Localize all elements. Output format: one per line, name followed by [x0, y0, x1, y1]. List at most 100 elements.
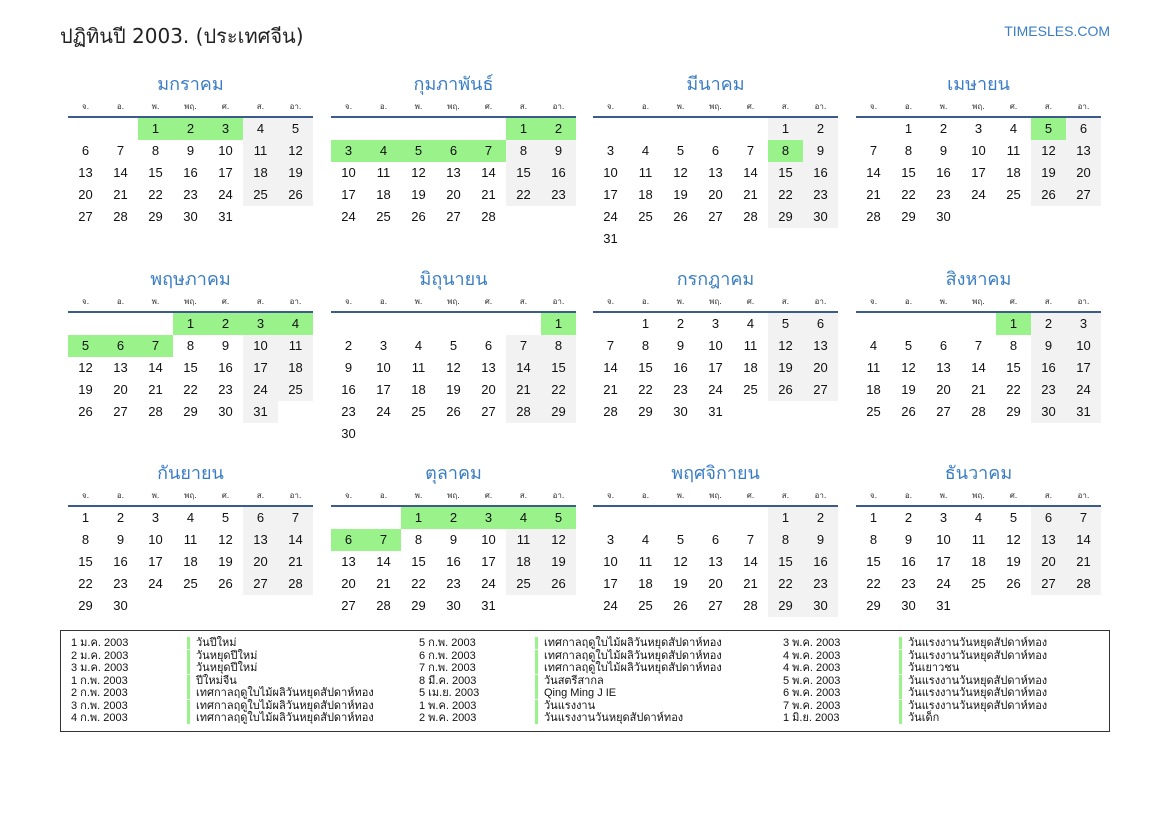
day-cell: 21 [743, 576, 758, 591]
day-cell: 26 [1031, 184, 1066, 206]
empty-cell [961, 313, 996, 335]
holiday-day-cell: 6 [103, 335, 138, 357]
day-cell: 28 [113, 209, 128, 224]
day-cell: 7 [506, 335, 541, 357]
day-cell: 1 [904, 121, 913, 136]
day-cell: 27 [113, 404, 128, 419]
day-cell: 2 [676, 316, 685, 331]
day-cell: 27 [708, 209, 723, 224]
day-cell: 9 [541, 140, 576, 162]
day-cell: 15 [768, 162, 803, 184]
day-cell: 11 [1006, 143, 1021, 158]
day-cell: 31 [936, 598, 951, 613]
day-cell: 19 [411, 187, 426, 202]
day-cell: 5 [221, 510, 230, 525]
day-cell: 30 [218, 404, 233, 419]
empty-cell [68, 118, 103, 140]
day-cell: 24 [603, 598, 618, 613]
weekday-label: พ. [414, 297, 423, 306]
weekday-label: จ. [81, 297, 90, 306]
holiday-date: 4 พ.ค. 2003 [783, 649, 841, 662]
holiday-legend: 1 ม.ค. 2003 วันปีใหม่ 2 ม.ค. 2003 วันหยุดปี… [60, 630, 1110, 732]
day-cell: 5 [1009, 510, 1018, 525]
day-cell: 2 [904, 510, 913, 525]
legend-row: 3 พ.ค. 2003 วันแรงงานวันหยุดสัปดาห์ทอง [783, 637, 1048, 650]
holiday-name: วันแรงงานวันหยุดสัปดาห์ทอง [535, 712, 684, 724]
weekday-label: ส. [781, 102, 790, 111]
day-cell: 15 [78, 554, 93, 569]
day-cell: 26 [218, 576, 233, 591]
weekday-label: พฤ. [709, 491, 722, 500]
day-cell: 11 [971, 532, 986, 547]
day-cell: 7 [606, 338, 615, 353]
day-cell: 29 [1006, 404, 1021, 419]
weekday-label: จ. [606, 491, 615, 500]
day-cell: 20 [243, 551, 278, 573]
day-cell: 10 [1066, 335, 1101, 357]
day-cell: 4 [1009, 121, 1018, 136]
day-cell: 18 [278, 357, 313, 379]
legend-row: 2 ก.พ. 2003 เทศกาลฤดูใบไม้ผลิวันหยุดสัปดา… [71, 687, 374, 700]
weekday-label: ศ. [746, 491, 755, 500]
day-cell: 23 [541, 184, 576, 206]
day-cell: 3 [606, 143, 615, 158]
weekday-header: จ. อ. พ. พฤ. ศ. ส. อา. [331, 98, 576, 118]
day-cell: 16 [113, 554, 128, 569]
day-cell: 25 [243, 184, 278, 206]
weekday-label: อ. [904, 102, 913, 111]
day-cell: 16 [936, 165, 951, 180]
holiday-name: วันหยุดปีใหม่ [187, 649, 258, 662]
month-name: ธันวาคม [944, 463, 1013, 484]
empty-cell [628, 507, 663, 529]
weekday-label: ศ. [746, 102, 755, 111]
day-cell: 17 [341, 187, 356, 202]
day-cell: 25 [506, 573, 541, 595]
day-cell: 28 [971, 404, 986, 419]
empty-cell [856, 313, 891, 335]
weekday-label: ศ. [484, 102, 493, 111]
holiday-name: เทศกาลฤดูใบไม้ผลิวันหยุดสัปดาห์ทอง [187, 699, 374, 712]
holiday-day-cell: 6 [331, 529, 366, 551]
day-cell: 10 [708, 338, 723, 353]
weekday-label: จ. [869, 491, 878, 500]
site-logo[interactable]: TIMESLES.COM [1004, 23, 1110, 39]
weekday-label: พ. [939, 491, 948, 500]
legend-row: 2 พ.ค. 2003 วันแรงงานวันหยุดสัปดาห์ทอง [419, 712, 722, 725]
day-cell: 24 [708, 382, 723, 397]
day-cell: 15 [541, 357, 576, 379]
day-cell: 20 [708, 576, 723, 591]
holiday-date: 1 ม.ค. 2003 [71, 637, 129, 649]
empty-cell [593, 507, 628, 529]
holiday-day-cell: 1 [541, 313, 576, 335]
day-cell: 17 [1066, 357, 1101, 379]
month-name: กรกฎาคม [676, 269, 755, 290]
day-cell: 13 [708, 165, 723, 180]
weekday-label: พฤ. [184, 102, 197, 111]
holiday-date: 7 ก.พ. 2003 [419, 662, 476, 674]
day-cell: 18 [376, 187, 391, 202]
weekday-header: จ. อ. พ. พฤ. ศ. ส. อา. [856, 98, 1101, 118]
day-cell: 16 [673, 360, 688, 375]
day-cell: 22 [1006, 382, 1021, 397]
day-cell: 7 [278, 507, 313, 529]
weekday-header: จ. อ. พ. พฤ. ศ. ส. อา. [856, 293, 1101, 313]
holiday-day-cell: 5 [68, 335, 103, 357]
empty-cell [103, 313, 138, 335]
day-cell: 12 [411, 165, 426, 180]
day-cell: 4 [974, 510, 983, 525]
day-grid: 1 2 3 4 5 6 7 8 9 10 11 12 13 14 15 16 17 18 19 20 21 22 23 24 2… [856, 313, 1101, 423]
holiday-day-cell: 7 [471, 140, 506, 162]
day-cell: 10 [971, 143, 986, 158]
day-cell: 2 [116, 510, 125, 525]
month-name: ตุลาคม [425, 463, 482, 484]
day-grid: 1 2 3 4 5 6 7 8 9 10 11 12 13 14 15 16 17 18 19 20 21 22 23 24 2… [68, 313, 313, 423]
day-cell: 10 [218, 143, 233, 158]
legend-row: 6 ก.พ. 2003 เทศกาลฤดูใบไม้ผลิวันหยุดสัปดา… [419, 649, 722, 663]
day-cell: 16 [803, 551, 838, 573]
day-cell: 24 [218, 187, 233, 202]
weekday-label: ศ. [484, 297, 493, 306]
day-cell: 12 [78, 360, 93, 375]
day-cell: 30 [183, 209, 198, 224]
day-cell: 3 [711, 316, 720, 331]
